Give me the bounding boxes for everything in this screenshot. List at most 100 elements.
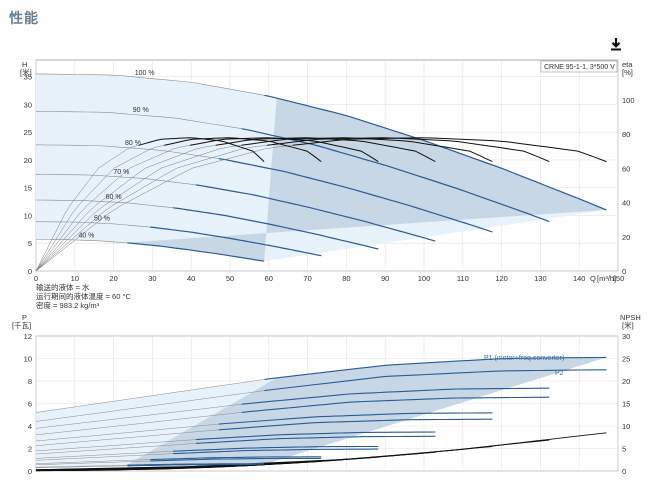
eta-curve-bold-80 xyxy=(241,137,493,163)
y2-axis-label: eta xyxy=(622,60,633,69)
note-density: 密度 = 983.2 kg/m³ xyxy=(36,300,100,310)
head-curve-bold-90 xyxy=(241,128,550,223)
head-curve-bold-40 xyxy=(127,242,265,262)
speed-label: 60 % xyxy=(106,194,122,201)
y2-tick-label: 0 xyxy=(622,267,626,276)
speed-label: 90 % xyxy=(133,107,149,114)
y-tick-label: 15 xyxy=(24,184,32,193)
x-tick-label: 60 xyxy=(265,274,273,283)
p2-curve-bold-90 xyxy=(241,396,550,413)
p1-curve-bold-70 xyxy=(195,431,436,441)
dark-envelope xyxy=(125,98,607,262)
x-tick-label: 50 xyxy=(226,274,234,283)
npsh-tick-label: 0 xyxy=(622,467,626,476)
p2-curve-bold-80 xyxy=(218,418,493,431)
p1-curve-bold-100 xyxy=(264,356,607,380)
npsh-tick-label: 30 xyxy=(622,332,630,341)
npsh-tick-label: 10 xyxy=(622,422,630,431)
note-temperature: 运行期间的液体温度 = 60 °C xyxy=(36,291,131,301)
npsh-tick-label: 25 xyxy=(622,355,630,364)
head-curve-bold-80 xyxy=(218,158,493,233)
p-tick-label: 8 xyxy=(28,377,32,386)
p1-curve-bold-50 xyxy=(150,456,322,461)
x-tick-label: 40 xyxy=(187,274,195,283)
x-tick-label: 130 xyxy=(534,274,547,283)
head-curve-bold-50 xyxy=(150,226,322,257)
npsh-tick-label: 5 xyxy=(622,445,626,454)
y2-axis-unit: [%] xyxy=(622,68,633,77)
p-tick-label: 10 xyxy=(24,355,32,364)
p1-curve-bold-90 xyxy=(241,387,550,405)
p2-curve-bold-100 xyxy=(264,369,607,392)
y2-tick-label: 20 xyxy=(622,233,630,242)
y2-tick-label: 60 xyxy=(622,164,630,173)
head-curve-bold-70 xyxy=(195,184,436,242)
power-dark-envelope xyxy=(125,357,607,466)
x-tick-label: 140 xyxy=(573,274,586,283)
eta-curve-bold-40 xyxy=(138,137,265,162)
y-tick-label: 25 xyxy=(24,128,32,137)
npsh-tick-label: 20 xyxy=(622,377,630,386)
npsh-curve-40 xyxy=(35,464,265,472)
x-tick-label: 150 xyxy=(612,274,625,283)
p-tick-label: 2 xyxy=(28,445,32,454)
p2-curve-bold-60 xyxy=(173,448,379,455)
npsh-axis-label: NPSH xyxy=(620,313,641,322)
pump-label-box xyxy=(540,60,618,73)
p-tick-label: 12 xyxy=(24,332,32,341)
pump-label: CRNE 95-1-1, 3*500 V xyxy=(544,64,615,71)
p2-label: P2 xyxy=(555,370,564,377)
p1-curve-bold-40 xyxy=(127,463,265,466)
npsh-tick-label: 15 xyxy=(622,400,630,409)
y-axis-unit: [米] xyxy=(20,67,32,77)
eta-curve-bold-50 xyxy=(164,137,322,162)
x-axis-unit: [m³/h] xyxy=(597,274,616,283)
p-axis-unit: [千瓦] xyxy=(12,320,31,330)
x-tick-label: 100 xyxy=(418,274,431,283)
x-tick-label: 80 xyxy=(342,274,350,283)
x-tick-label: 20 xyxy=(109,274,117,283)
y-tick-label: 20 xyxy=(24,156,32,165)
p1-label: P1 (motor+freq.converter) xyxy=(484,355,564,362)
p-tick-label: 6 xyxy=(28,400,32,409)
page-title: 性能 xyxy=(9,10,39,26)
x-tick-label: 0 xyxy=(34,274,38,283)
speed-label: 50 % xyxy=(94,215,110,222)
x-tick-label: 110 xyxy=(457,274,469,283)
p1-curve-bold-60 xyxy=(173,445,379,452)
x-axis-label: Q xyxy=(590,274,596,283)
p-tick-label: 0 xyxy=(28,467,32,476)
y2-tick-label: 100 xyxy=(622,96,635,105)
p-axis-label: P xyxy=(22,313,27,322)
head-curve-bold-100 xyxy=(264,94,607,211)
npsh-axis-unit: [米] xyxy=(622,320,634,330)
speed-label: 100 % xyxy=(135,70,155,77)
y-tick-label: 5 xyxy=(28,239,32,248)
p-tick-label: 4 xyxy=(28,422,32,431)
y-tick-label: 35 xyxy=(24,73,32,82)
speed-label: 80 % xyxy=(125,140,141,147)
x-tick-label: 10 xyxy=(71,274,79,283)
x-tick-label: 70 xyxy=(303,274,311,283)
y-axis-label: H xyxy=(22,60,27,69)
x-tick-label: 90 xyxy=(381,274,389,283)
eta-curve-bold-90 xyxy=(266,137,550,163)
x-tick-label: 120 xyxy=(495,274,508,283)
head-curve-bold-60 xyxy=(173,207,379,250)
p2-curve-bold-70 xyxy=(195,435,436,444)
x-tick-label: 30 xyxy=(148,274,156,283)
eta-curve-bold-60 xyxy=(189,137,379,163)
note-liquid: 输送的液体 = 水 xyxy=(36,282,90,292)
y-tick-label: 10 xyxy=(24,211,32,220)
p1-curve-bold-80 xyxy=(218,412,493,425)
y2-tick-label: 80 xyxy=(622,130,630,139)
download-icon[interactable] xyxy=(608,36,624,52)
speed-label: 40 % xyxy=(78,232,94,239)
y-tick-label: 30 xyxy=(24,100,32,109)
y2-tick-label: 40 xyxy=(622,199,630,208)
p2-curve-bold-50 xyxy=(150,457,322,462)
y-tick-label: 0 xyxy=(28,267,32,276)
p2-curve-bold-40 xyxy=(127,463,265,467)
speed-label: 70 % xyxy=(113,169,129,176)
